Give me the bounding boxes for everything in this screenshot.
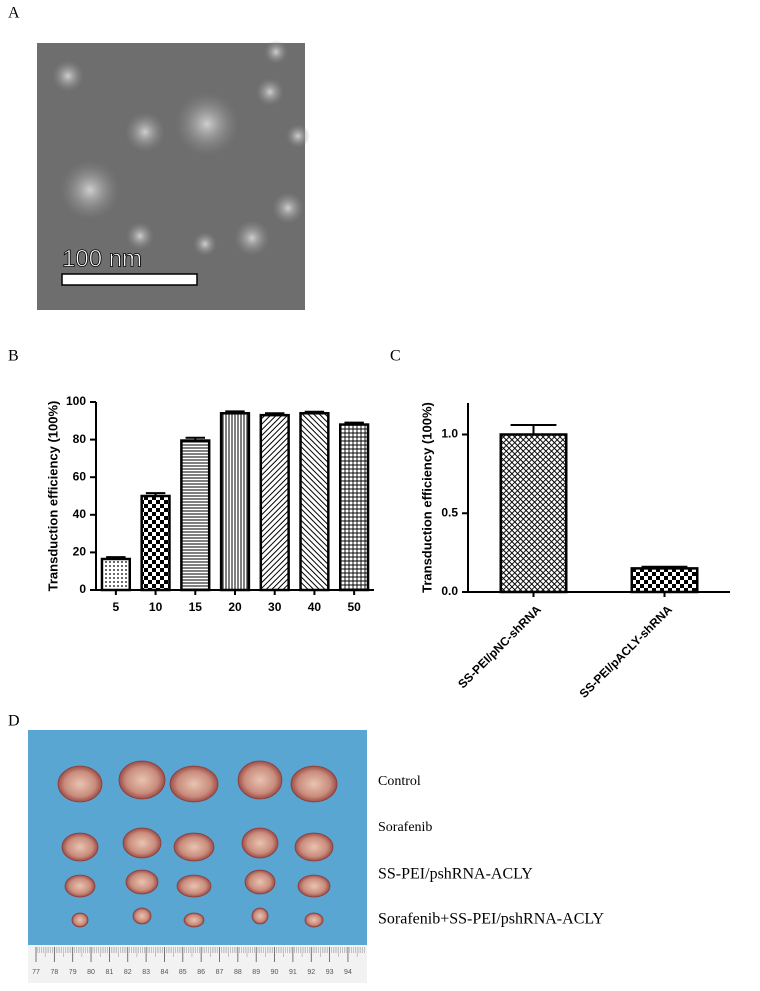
tumor — [294, 832, 334, 862]
ruler-label: 84 — [161, 969, 169, 976]
ruler-label: 88 — [234, 969, 242, 976]
group-label: Control — [378, 774, 421, 789]
y-tick-label: 20 — [73, 545, 87, 559]
tumor — [173, 832, 215, 862]
scale-bar — [61, 273, 198, 286]
tumor — [176, 874, 212, 898]
bar — [259, 413, 290, 592]
tumors — [57, 760, 338, 928]
ruler-label: 92 — [307, 969, 315, 976]
ruler-label: 79 — [69, 969, 77, 976]
ruler-scale: 77 78 79 80 81 82 83 84 85 86 87 88 89 90 91 92 93 94 — [32, 947, 365, 976]
ruler-label: 94 — [344, 969, 352, 976]
ruler-label: 86 — [197, 969, 205, 976]
y-tick-label: 80 — [73, 432, 87, 446]
x-tick-label: 40 — [308, 600, 322, 614]
y-axis-label: Transduction efficiency (100%) — [419, 402, 434, 593]
x-tick-label: 15 — [189, 600, 203, 614]
panel-label: B — [8, 348, 19, 365]
tumor — [241, 827, 279, 859]
x-tick-label: SS-PEI/pNC-shRNA — [455, 602, 544, 691]
x-tick-label: 30 — [268, 600, 282, 614]
bar — [180, 439, 211, 592]
bar — [299, 412, 330, 592]
panel-label: A — [8, 5, 20, 22]
group-label: Sorafenib+SS-PEI/pshRNA-ACLY — [378, 911, 605, 928]
tumor — [290, 765, 338, 803]
particles — [52, 40, 310, 256]
ruler-label: 82 — [124, 969, 132, 976]
tumor — [71, 912, 89, 928]
y-tick-label: 100 — [66, 394, 86, 408]
tumor — [169, 765, 219, 803]
bar — [630, 567, 699, 594]
bar — [219, 412, 251, 592]
ruler-label: 85 — [179, 969, 187, 976]
tumor — [297, 874, 331, 898]
ruler-label: 83 — [142, 969, 150, 976]
tumor — [183, 912, 205, 928]
tumor — [61, 832, 99, 862]
ruler-label: 91 — [289, 969, 297, 976]
tumor — [244, 869, 276, 895]
y-tick-label: 0.5 — [441, 505, 458, 519]
group-label: SS-PEI/pshRNA-ACLY — [378, 866, 533, 883]
tumor — [122, 827, 162, 859]
x-tick-label: 50 — [347, 600, 361, 614]
ruler-label: 93 — [326, 969, 334, 976]
bar — [140, 494, 171, 592]
panel-label: C — [390, 348, 401, 365]
ruler-label: 77 — [32, 969, 40, 976]
y-tick-label: 40 — [73, 507, 87, 521]
tumor — [132, 907, 152, 925]
scale-bar-label: 100 nm — [62, 245, 142, 272]
x-tick-label: 5 — [113, 600, 120, 614]
ruler-label: 90 — [271, 969, 279, 976]
tumor — [118, 760, 166, 800]
group-labels: Control Sorafenib SS-PEI/pshRNA-ACLY Sorafe… — [378, 774, 605, 927]
tumor — [237, 760, 283, 800]
tumor — [64, 874, 96, 898]
ruler-label: 80 — [87, 969, 95, 976]
ruler-label: 78 — [50, 969, 58, 976]
x-tick-label: 20 — [228, 600, 242, 614]
x-tick-label: SS-PEI/pACLY-shRNA — [577, 602, 675, 700]
y-tick-label: 0.0 — [441, 584, 458, 598]
y-tick-label: 1.0 — [441, 427, 458, 441]
group-label: Sorafenib — [378, 820, 432, 835]
y-axis-label: Transduction efficiency (100%) — [45, 401, 60, 592]
tumor — [251, 907, 269, 925]
y-tick-label: 0 — [79, 582, 86, 596]
ruler-label: 89 — [252, 969, 260, 976]
tumor — [304, 912, 324, 928]
x-tick-label: 10 — [149, 600, 163, 614]
bar — [499, 433, 568, 594]
ruler-label: 81 — [106, 969, 114, 976]
ruler-label: 87 — [216, 969, 224, 976]
bar — [100, 557, 132, 592]
panel-label: D — [8, 713, 20, 730]
y-tick-label: 60 — [73, 469, 87, 483]
bar — [338, 423, 370, 592]
tumor — [57, 765, 103, 803]
tumor — [125, 869, 159, 895]
